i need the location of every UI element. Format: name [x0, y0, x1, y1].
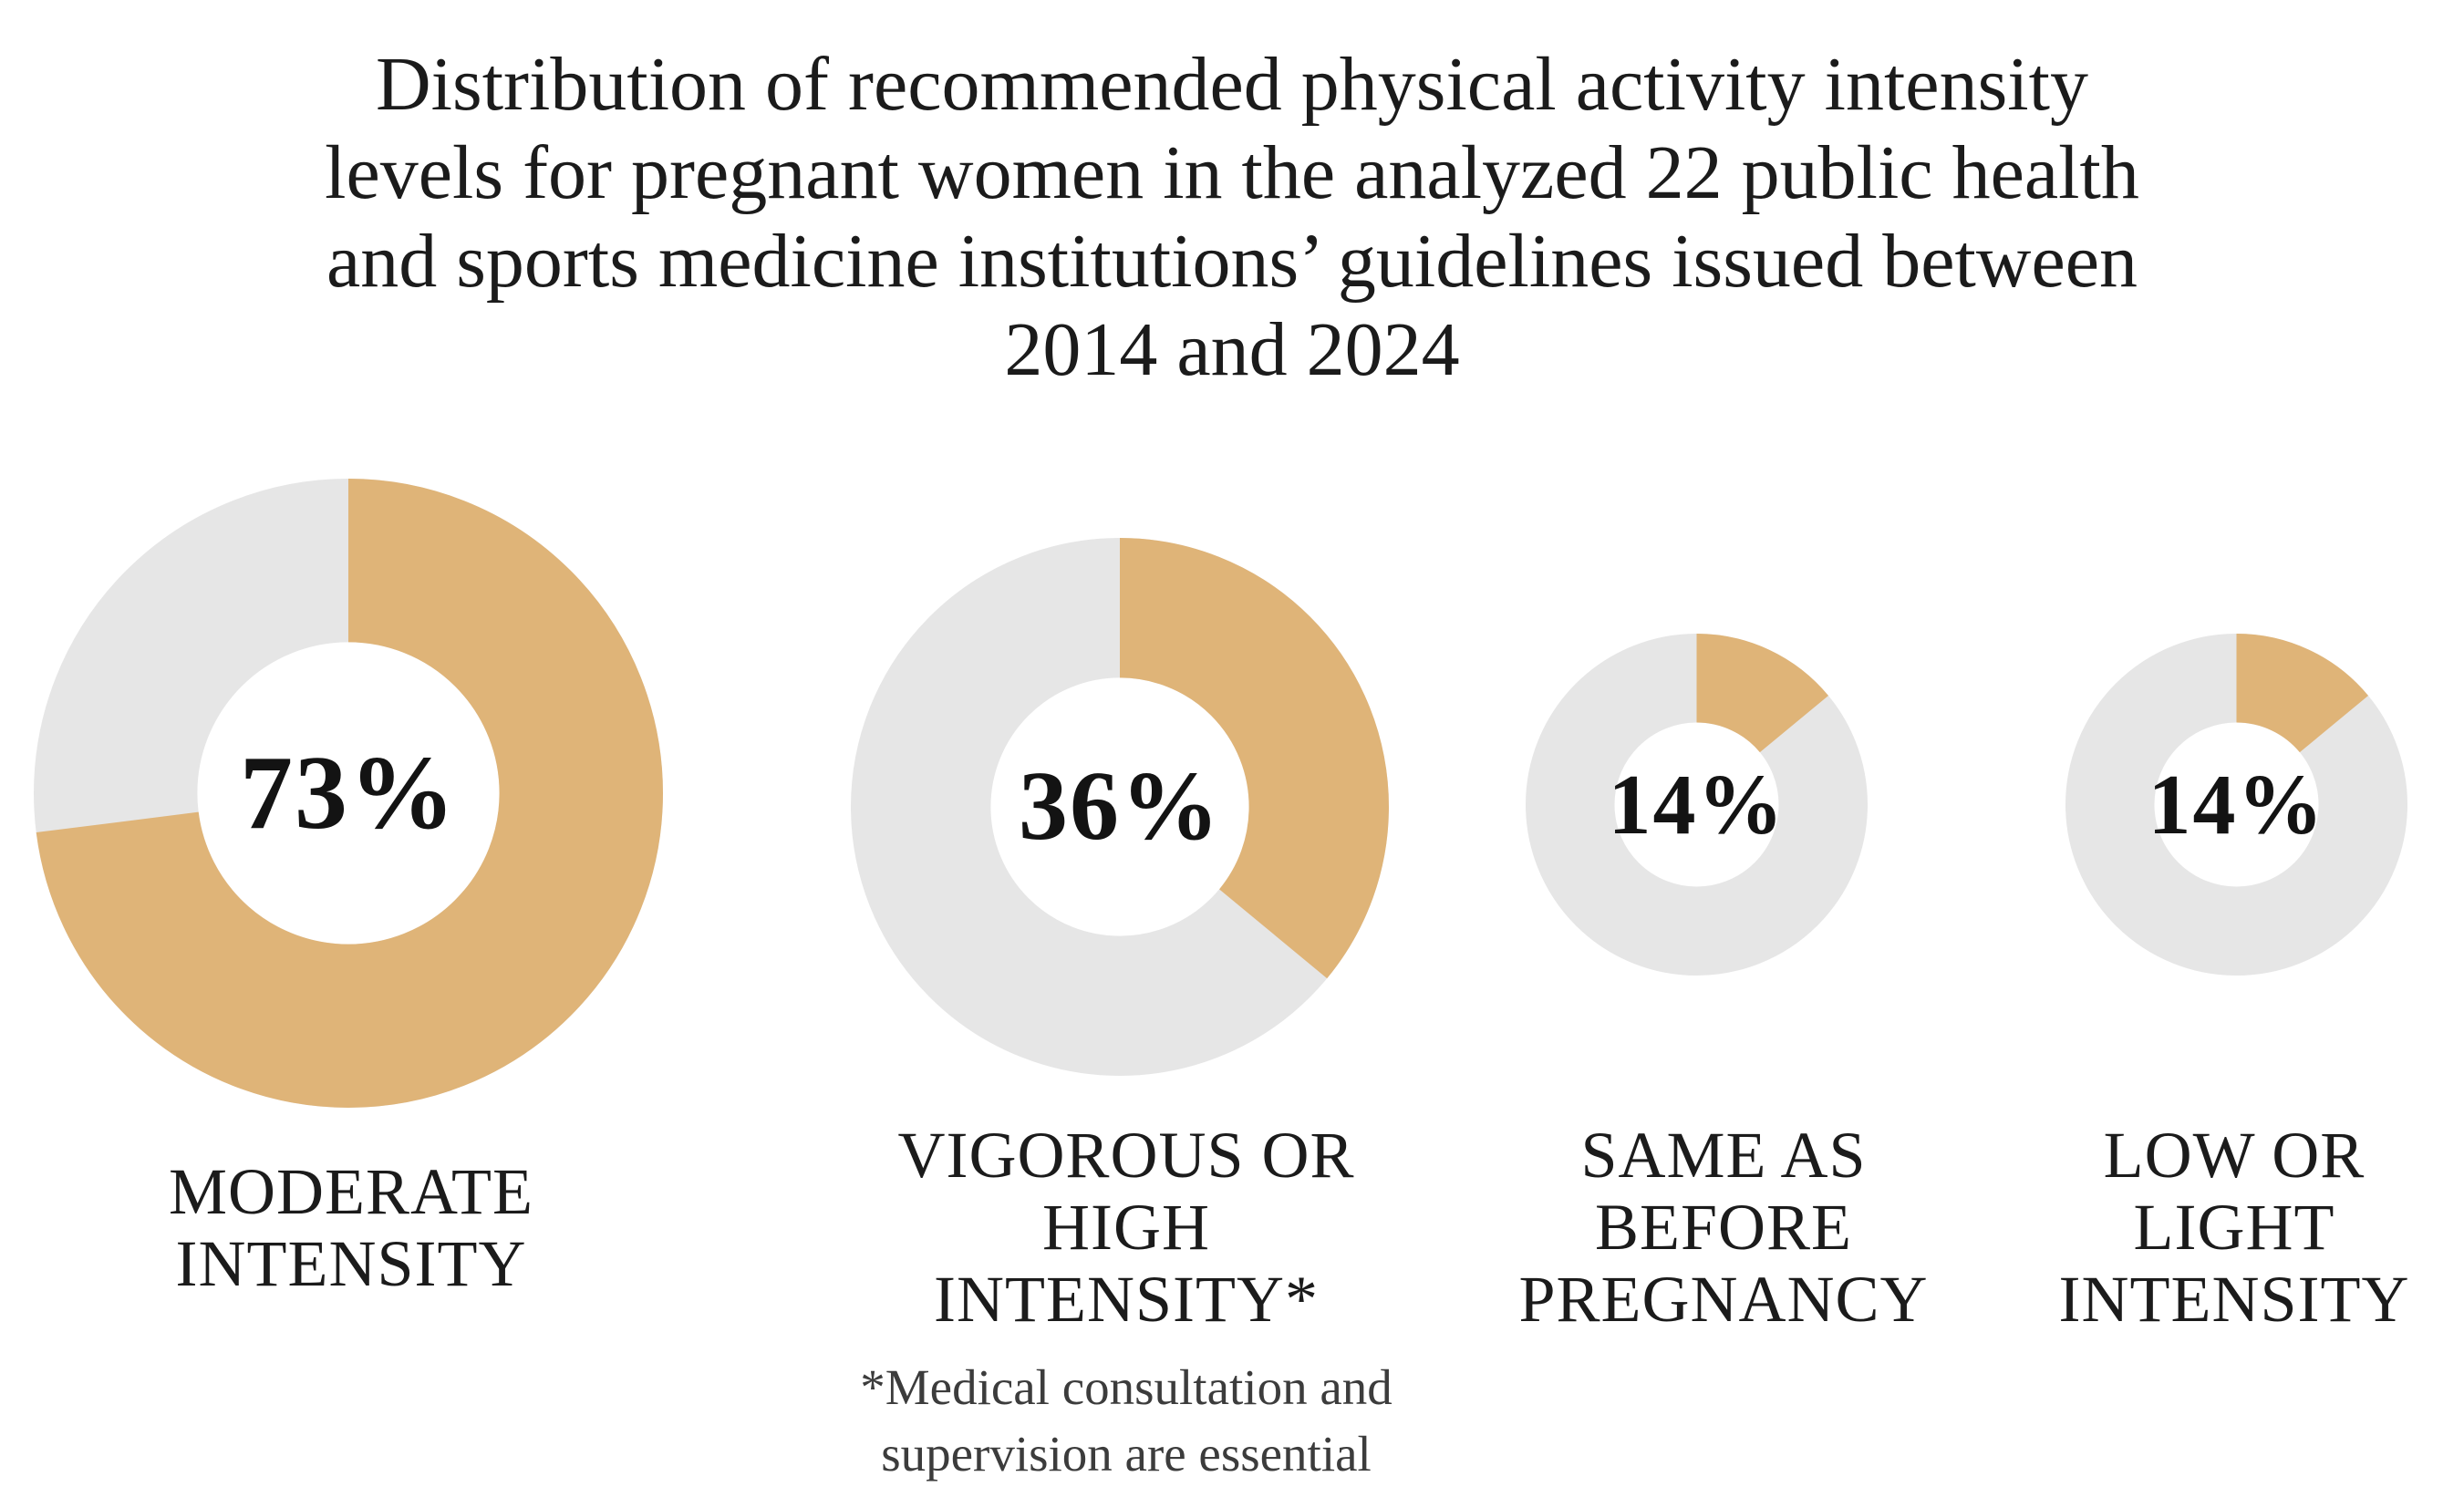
donut-filled-arc	[2065, 634, 2407, 976]
page-title: Distribution of recommended physical act…	[325, 42, 2139, 392]
donut-category-label-same-as-before-pregnancy: SAME AS BEFORE PREGNANCY	[1518, 1119, 1929, 1336]
donut-chart-vigorous-high-intensity: 36%	[851, 538, 1389, 1076]
donut-percent-label: 14%	[1608, 757, 1786, 852]
donut-filled-arc	[1526, 634, 1868, 976]
chart-footnote: *Medical consultation and supervision ar…	[860, 1359, 1392, 1482]
donut-category-label-low-light-intensity: LOW OR LIGHT INTENSITY	[2058, 1119, 2410, 1336]
donut-chart-moderate-intensity: 73%	[34, 479, 663, 1108]
donut-percent-label: 14%	[2148, 757, 2325, 852]
donut-ring-svg	[34, 479, 663, 1108]
donut-chart-low-light-intensity: 14%	[2065, 634, 2407, 976]
donut-percent-label: 36%	[1019, 752, 1221, 861]
donut-category-label-vigorous-high-intensity: VIGOROUS OR HIGH INTENSITY*	[897, 1119, 1355, 1336]
donut-ring-svg	[851, 538, 1389, 1076]
donut-ring-svg	[2065, 634, 2407, 976]
donut-percent-label: 73%	[240, 734, 457, 852]
donut-ring-svg	[1526, 634, 1868, 976]
donut-filled-arc	[851, 538, 1389, 1076]
donut-category-label-moderate-intensity: MODERATE INTENSITY	[169, 1155, 533, 1300]
donut-chart-same-as-before-pregnancy: 14%	[1526, 634, 1868, 976]
donut-filled-arc	[34, 479, 663, 1108]
